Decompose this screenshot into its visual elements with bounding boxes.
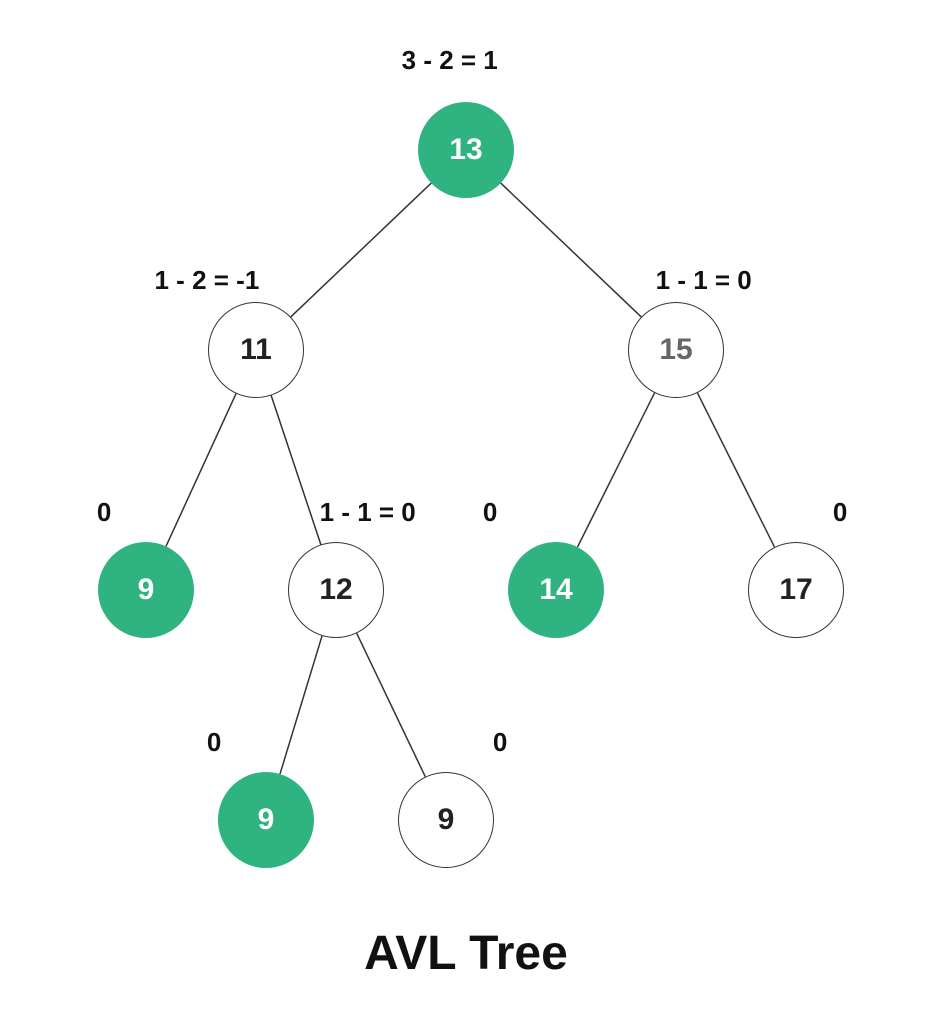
balance-factor-label: 1 - 1 = 0 [320,497,416,528]
tree-node-value: 9 [138,573,155,607]
tree-node-value: 13 [449,133,482,167]
balance-factor-label: 1 - 1 = 0 [656,265,752,296]
tree-node: 17 [748,542,844,638]
tree-node: 13 [418,102,514,198]
tree-node-value: 14 [539,573,572,607]
tree-node-value: 9 [258,803,275,837]
tree-node: 11 [208,302,304,398]
diagram-title: AVL Tree [266,926,666,981]
tree-edge [271,396,321,545]
balance-factor-label: 0 [207,727,221,758]
tree-node-value: 9 [438,803,455,837]
tree-node: 15 [628,302,724,398]
tree-edge [697,393,774,547]
tree-edge [577,393,654,547]
tree-node: 14 [508,542,604,638]
balance-factor-label: 1 - 2 = -1 [155,265,260,296]
tree-edge [501,183,641,317]
tree-node: 9 [398,772,494,868]
balance-factor-label: 0 [833,497,847,528]
tree-node-value: 11 [240,333,272,367]
balance-factor-label: 0 [493,727,507,758]
tree-node: 9 [98,542,194,638]
tree-node: 12 [288,542,384,638]
tree-edge [280,636,322,774]
tree-edge [357,633,426,776]
balance-factor-label: 3 - 2 = 1 [402,45,498,76]
tree-edge [291,183,431,317]
tree-edge [166,394,236,547]
tree-node-value: 17 [779,573,812,607]
balance-factor-label: 0 [97,497,111,528]
tree-node: 9 [218,772,314,868]
tree-node-value: 15 [659,333,692,367]
balance-factor-label: 0 [483,497,497,528]
avl-tree-diagram: 13 3 - 2 = 1 11 1 - 2 = -1 15 1 - 1 = 0 9 0 12 1 … [0,0,933,1024]
tree-node-value: 12 [319,573,352,607]
